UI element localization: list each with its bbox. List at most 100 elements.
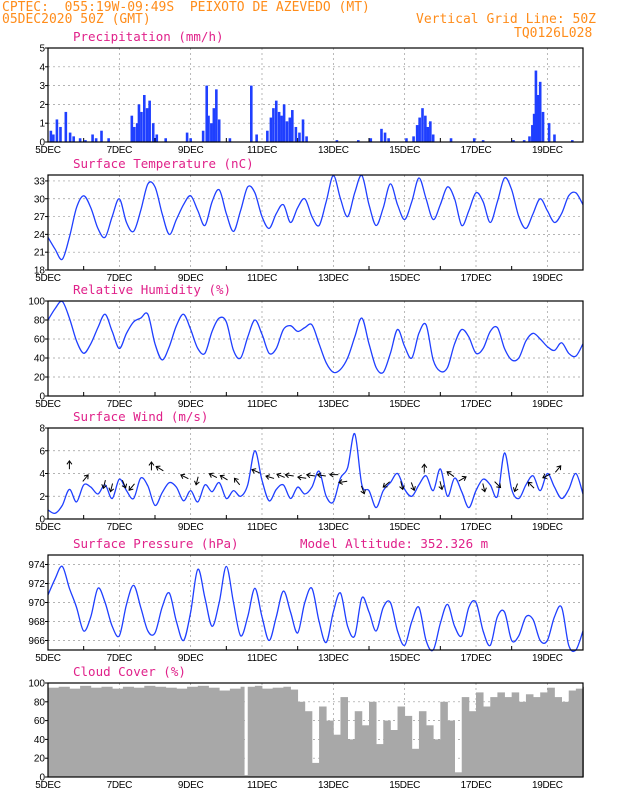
y-tick-label: 4 <box>39 469 45 480</box>
wind-arrow <box>194 476 200 486</box>
cloud-bar <box>440 701 448 777</box>
cloud-bar <box>219 690 231 777</box>
pressure-title: Surface Pressure (hPa) <box>73 536 239 551</box>
precip-bar <box>137 104 141 142</box>
y-tick-label: 1 <box>39 119 45 130</box>
cloud-bar <box>319 706 327 777</box>
precip-bar <box>415 125 419 142</box>
y-tick-label: 27 <box>34 212 46 223</box>
cloud-bar <box>290 689 299 777</box>
x-tick-label: 11DEC <box>247 399 277 410</box>
cloud-bar <box>561 701 570 777</box>
y-tick-label: 60 <box>34 335 46 346</box>
x-tick-label: 5DEC <box>35 273 61 284</box>
cloud-bar <box>244 775 249 777</box>
precip-bar <box>215 89 218 142</box>
precip-bar <box>277 111 281 142</box>
y-tick-label: 100 <box>28 679 45 690</box>
precip-bar <box>528 136 531 142</box>
y-tick-label: 974 <box>28 560 45 571</box>
precip-bar <box>72 136 75 142</box>
precip-bar <box>164 138 167 142</box>
x-tick-label: 17DEC <box>461 273 492 284</box>
precip-bar <box>538 81 542 142</box>
precip-bar <box>301 119 305 142</box>
precip-bar <box>285 121 289 142</box>
x-tick-label: 7DEC <box>107 780 133 791</box>
cloud-bar <box>533 697 541 777</box>
x-tick-label: 7DEC <box>107 273 133 284</box>
precip-bar <box>335 140 339 142</box>
y-tick-label: 968 <box>28 617 45 628</box>
x-tick-label: 9DEC <box>178 399 204 410</box>
y-tick-label: 24 <box>34 230 46 241</box>
wind-arrow <box>399 481 405 491</box>
wind-arrow <box>148 461 155 471</box>
y-tick-label: 2 <box>39 100 45 111</box>
wind-arrow <box>554 465 562 473</box>
x-tick-label: 9DEC <box>178 653 204 664</box>
precip-bar <box>405 138 408 142</box>
precip-bar <box>133 126 136 142</box>
precip-bar <box>288 117 292 142</box>
run-datetime: 05DEC2020 50Z (GMT) <box>2 12 151 27</box>
cloud-bar <box>187 686 199 777</box>
precip-bar <box>49 130 53 142</box>
x-tick-label: 7DEC <box>107 399 133 410</box>
precip-bar <box>68 132 72 142</box>
precip-bar <box>148 100 151 142</box>
x-tick-label: 11DEC <box>247 653 277 664</box>
cloud-bar <box>390 730 398 777</box>
grid-line-note: Vertical Grid Line: 50Z <box>416 12 597 27</box>
cloud-bar <box>369 701 377 777</box>
precip-bar <box>55 119 59 142</box>
cloud-bar <box>340 697 348 777</box>
cloud-bar <box>155 686 167 777</box>
x-tick-label: 9DEC <box>178 522 204 533</box>
y-tick-label: 3 <box>39 81 45 92</box>
x-tick-label: 15DEC <box>389 145 420 156</box>
wind-series-line <box>47 433 584 515</box>
wind-arrow <box>512 483 519 493</box>
precip-bar <box>532 113 536 142</box>
precip-bar <box>418 117 421 142</box>
precip-bar <box>84 140 87 142</box>
x-tick-label: 19DEC <box>532 522 563 533</box>
cloud-bar <box>468 711 477 777</box>
wind-arrow <box>121 479 128 489</box>
x-tick-label: 7DEC <box>107 653 133 664</box>
wind-arrow <box>101 479 107 490</box>
y-tick-label: 80 <box>34 697 46 708</box>
wind-arrow <box>316 472 326 479</box>
precip-bar <box>140 111 143 142</box>
cloud-bar <box>554 697 562 777</box>
precip-bar <box>212 108 216 142</box>
temperature-title: Surface Temperature (nC) <box>73 156 254 171</box>
y-tick-label: 20 <box>34 754 46 765</box>
wind-arrow <box>233 477 241 486</box>
precip-bar <box>291 110 294 142</box>
x-tick-label: 11DEC <box>247 780 277 791</box>
y-tick-label: 40 <box>34 735 46 746</box>
precip-bar <box>151 123 155 142</box>
station-header: CPTEC: 055:19W-09:49S PEIXOTO DE AZEVEDO… <box>2 0 370 15</box>
x-tick-label: 7DEC <box>107 145 133 156</box>
cloud-bar <box>197 685 209 777</box>
wind-arrow <box>297 474 307 481</box>
model-altitude: Model Altitude: 352.326 m <box>300 536 488 551</box>
cloud-bar <box>497 692 505 777</box>
precip-bar <box>305 136 308 142</box>
cloud-bar <box>354 711 363 777</box>
precip-bar <box>472 138 476 142</box>
cloud-bar <box>568 690 577 777</box>
cloud-bar <box>326 720 334 777</box>
wind-arrow <box>338 479 348 485</box>
wind-arrow <box>219 474 228 481</box>
cloud-cover-title: Cloud Cover (%) <box>73 664 186 679</box>
wind-arrow <box>329 471 339 478</box>
cloud-bar <box>504 697 513 777</box>
precip-bar <box>429 121 432 142</box>
precip-bar <box>369 138 373 142</box>
cloud-bar <box>483 706 491 777</box>
